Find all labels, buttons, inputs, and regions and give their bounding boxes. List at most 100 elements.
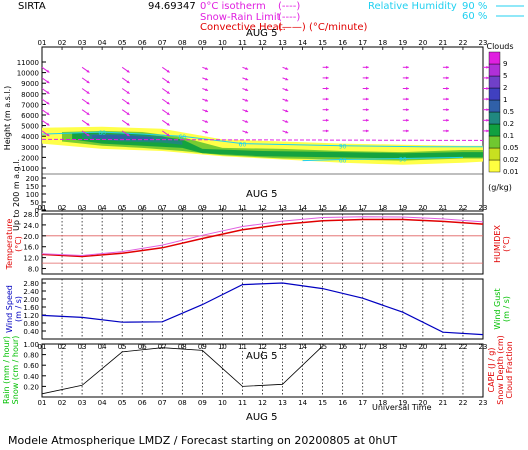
agl-ytick-label: 200 (26, 175, 39, 183)
wind-arrow-head (406, 129, 409, 133)
wind-ytick-label: 1.60 (23, 304, 39, 312)
p2-hour-tick-02: 02 (58, 204, 67, 212)
wind-arrow-head (205, 67, 209, 70)
p3-hour-tick-13: 13 (278, 343, 287, 351)
cloud-fraction-series (41, 345, 323, 395)
wind-arrow-head (205, 88, 209, 92)
temp-axis-label-line: (°C) (14, 236, 23, 252)
p1-top-hour-tick-23: 23 (479, 39, 488, 47)
p1-top-hour-tick-10: 10 (218, 39, 227, 47)
p4-hour-tick-08: 08 (178, 399, 187, 407)
wind-series (41, 282, 484, 336)
wind-arrow-head (366, 97, 369, 101)
p1-top-hour-tick-17: 17 (358, 39, 367, 47)
rain-axis-label: Rain (mm / hour)Snow (cm / hour) (2, 336, 20, 405)
date-label-top: AUG 5 (246, 28, 277, 39)
p3-hour-tick-08: 08 (178, 343, 187, 351)
wind-arrow-head (486, 108, 489, 112)
wind-arrow-head (46, 80, 50, 84)
wind-arrow-head (326, 76, 329, 80)
p1-top-hour-tick-09: 09 (198, 39, 207, 47)
p2-hour-tick-15: 15 (318, 204, 327, 212)
p1-top-hour-tick-04: 04 (98, 39, 107, 47)
temp-ytick-label: 20.0 (23, 233, 39, 241)
p1-top-hour-tick-08: 08 (178, 39, 187, 47)
wind-ytick-label: 2.40 (23, 288, 39, 296)
p3-hour-tick-04: 04 (98, 343, 107, 351)
agl-ytick-label: 50 (30, 199, 39, 207)
p2-hour-tick-10: 10 (218, 204, 227, 212)
wind-arrow-head (126, 69, 130, 73)
p2-hour-tick-12: 12 (258, 204, 267, 212)
rh-label: Relative Humidity (368, 1, 457, 12)
temp-ytick-label: 12.0 (23, 255, 39, 263)
p3-hour-tick-14: 14 (298, 343, 307, 351)
isotherm-legend: (----) (278, 1, 300, 12)
wind-arrow-head (285, 77, 289, 81)
wind-arrow-head (245, 120, 249, 123)
wind-ytick-label: 2.00 (23, 296, 39, 304)
agl-axis-label-line: Up to 200 m a.g.l. (12, 159, 21, 231)
p4-hour-tick-18: 18 (378, 399, 387, 407)
rh-contour-label: 60 (339, 158, 347, 165)
cape-axis-label: CAPE (J / g)Snow Depth (cm)Cloud Fractio… (487, 335, 514, 404)
wind-arrow-head (446, 108, 449, 112)
p1-top-hour-tick-20: 20 (418, 39, 427, 47)
wind-arrow-head (245, 130, 249, 134)
wind-arrow-head (166, 69, 170, 73)
p2-hour-tick-05: 05 (118, 204, 127, 212)
agl-ytick-label: 0 (35, 207, 39, 215)
gust-axis-label-line: (m / s) (502, 296, 511, 322)
p3-hour-tick-03: 03 (78, 343, 87, 351)
p4-hour-tick-22: 22 (458, 399, 467, 407)
humidex-axis-label-line: (°C) (502, 236, 511, 252)
wind-arrow-head (326, 129, 329, 133)
height-ytick-label: 11000 (17, 59, 39, 67)
p2-hour-tick-14: 14 (298, 204, 307, 212)
p2-hour-tick-03: 03 (78, 204, 87, 212)
p2-hour-tick-22: 22 (458, 204, 467, 212)
station-coords: 94.69347 (148, 1, 196, 12)
colorbar-cell (488, 147, 501, 161)
p4-hour-tick-09: 09 (198, 399, 207, 407)
p2-hour-tick-13: 13 (278, 204, 287, 212)
colorbar-level: 0.02 (503, 156, 519, 164)
wind-arrow-head (245, 88, 249, 92)
colorbar-cell (488, 123, 501, 137)
temp-ytick-label: 24.0 (23, 222, 39, 230)
forecast-caption: Modele Atmospherique LMDZ / Forecast sta… (8, 434, 397, 447)
date-label-mid2: AUG 5 (246, 351, 277, 362)
wind-arrow-head (126, 101, 130, 105)
p1-top-hour-tick-13: 13 (278, 39, 287, 47)
wind-arrow-head (326, 97, 329, 101)
wind-arrow-head (86, 90, 90, 94)
temp-axis-label: Temperature(°C) (5, 219, 23, 271)
snow-rain-legend: (----) (278, 12, 300, 23)
wind-arrow-head (166, 122, 170, 126)
wind-arrow-head (126, 133, 130, 137)
wind-arrow-head (446, 65, 449, 69)
wind-arrow-head (86, 133, 90, 137)
wind-arrow-head (285, 67, 289, 70)
p3-hour-tick-10: 10 (218, 343, 227, 351)
wind-ytick-label: 2.80 (23, 280, 39, 288)
p4-hour-tick-10: 10 (218, 399, 227, 407)
wind-arrow-head (366, 129, 369, 133)
wind-arrow-head (166, 90, 170, 94)
p4-hour-tick-04: 04 (98, 399, 107, 407)
colorbar-level: 5 (503, 72, 507, 80)
rh-contour-0 (41, 131, 483, 148)
wind-arrow-head (205, 130, 209, 134)
p1-top-hour-tick-19: 19 (398, 39, 407, 47)
p1-top-hour-tick-03: 03 (78, 39, 87, 47)
wind-axis-label-line: (m / s) (14, 296, 23, 322)
colorbar-title: Clouds (486, 42, 513, 51)
wind-arrow-head (245, 77, 249, 81)
p2-hour-tick-23: 23 (479, 204, 488, 212)
height-ytick-label: 2000 (21, 154, 39, 162)
cloud-layer-4 (92, 135, 153, 141)
wind-arrow-head (326, 108, 329, 112)
height-ytick-label: 3000 (21, 144, 39, 152)
colorbar-level: 9 (503, 60, 507, 68)
